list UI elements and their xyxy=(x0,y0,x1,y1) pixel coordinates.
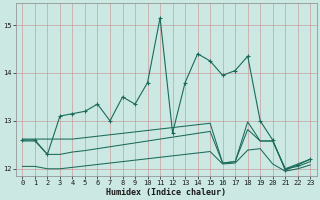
X-axis label: Humidex (Indice chaleur): Humidex (Indice chaleur) xyxy=(106,188,226,197)
